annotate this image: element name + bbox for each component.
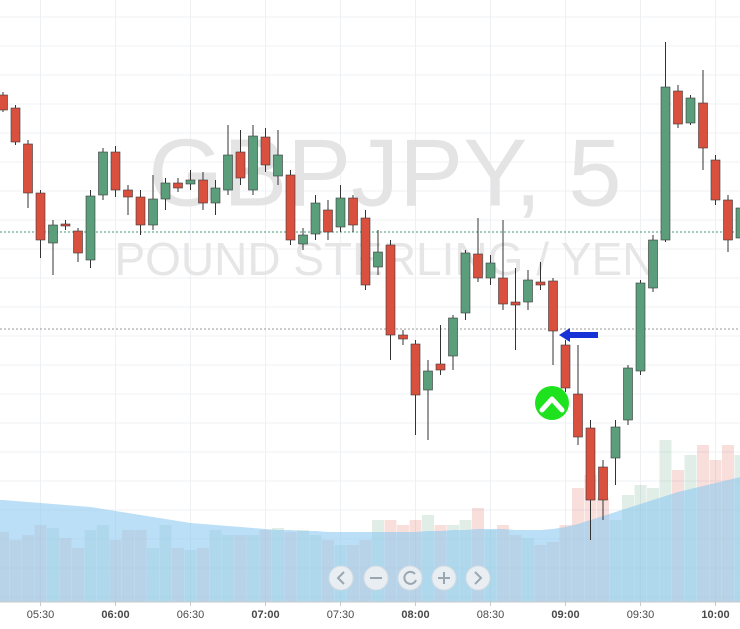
icon bbox=[438, 572, 450, 584]
candle-body bbox=[373, 251, 383, 268]
signal-circle[interactable] bbox=[535, 386, 569, 420]
candle-body bbox=[35, 192, 46, 241]
candle-body bbox=[73, 230, 83, 254]
x-tick-label: 09:00 bbox=[551, 609, 579, 621]
candle-body bbox=[473, 253, 483, 279]
candle-body bbox=[435, 363, 446, 371]
candle-body bbox=[123, 189, 133, 198]
candle-body bbox=[285, 174, 296, 241]
scroll-left[interactable] bbox=[328, 565, 354, 591]
icon bbox=[336, 571, 345, 585]
reset[interactable] bbox=[397, 565, 423, 591]
volume-ma-area bbox=[0, 477, 740, 602]
time-axis: 05:30 06:00 06:30 07:00 07:30 08:00 08:30 09:00… bbox=[27, 602, 730, 621]
x-tick-label: 08:00 bbox=[401, 609, 429, 621]
candle-body bbox=[98, 151, 108, 196]
candle-body bbox=[198, 179, 208, 204]
buy-signal[interactable] bbox=[535, 386, 569, 420]
candle-body bbox=[298, 234, 308, 245]
scroll-right[interactable] bbox=[465, 565, 491, 591]
candle-body bbox=[10, 107, 21, 143]
candle-body bbox=[0, 94, 8, 111]
candle-body bbox=[498, 277, 508, 305]
candle-body bbox=[735, 207, 740, 239]
candle-body bbox=[648, 239, 658, 289]
nav-buttons bbox=[328, 565, 491, 591]
candle-body bbox=[560, 344, 571, 389]
candle-body bbox=[610, 426, 621, 459]
candle-body bbox=[260, 136, 271, 166]
x-tick-label: 05:30 bbox=[27, 609, 55, 621]
x-tick-label: 06:30 bbox=[177, 609, 205, 621]
button[interactable] bbox=[328, 565, 354, 591]
x-tick-label: 06:00 bbox=[101, 609, 129, 621]
candle-body bbox=[710, 159, 721, 201]
x-tick-label: 07:00 bbox=[251, 609, 279, 621]
candle-body bbox=[223, 154, 233, 191]
candle-body bbox=[323, 209, 333, 233]
candle-body bbox=[673, 90, 683, 125]
candle-body bbox=[548, 280, 558, 332]
candle-body bbox=[598, 466, 608, 501]
candle-body bbox=[185, 179, 196, 185]
candle-body bbox=[398, 334, 408, 340]
candle-body bbox=[85, 195, 96, 261]
candle-body bbox=[160, 182, 171, 200]
candle-body bbox=[310, 202, 321, 235]
candle-body bbox=[573, 393, 583, 438]
candle-body bbox=[210, 187, 221, 204]
candle-body bbox=[248, 135, 258, 191]
candle-body bbox=[685, 97, 696, 124]
candle-body bbox=[135, 196, 146, 226]
candle-body bbox=[660, 86, 671, 241]
button[interactable] bbox=[397, 565, 423, 591]
candle-body bbox=[460, 252, 471, 314]
candle-body bbox=[385, 244, 396, 336]
icon bbox=[403, 570, 417, 585]
candle-body bbox=[23, 143, 33, 194]
x-tick-label: 07:30 bbox=[327, 609, 355, 621]
candle-body bbox=[623, 367, 633, 421]
candle-body bbox=[585, 427, 596, 501]
candle-body bbox=[410, 343, 421, 396]
zoom-in[interactable] bbox=[431, 565, 457, 591]
signal-chevron bbox=[539, 396, 565, 413]
candle-body bbox=[723, 199, 733, 241]
candle-body bbox=[510, 301, 521, 306]
candle-body bbox=[335, 197, 346, 228]
candle-body bbox=[635, 282, 646, 372]
candle-body bbox=[485, 262, 496, 279]
candle-body bbox=[535, 281, 546, 286]
candle-body bbox=[360, 217, 371, 286]
volume-layer bbox=[0, 440, 740, 602]
watermark-description: POUND STERLING / YEN bbox=[114, 233, 655, 285]
candle-body bbox=[173, 182, 183, 189]
arrow-marker bbox=[559, 328, 598, 342]
icon bbox=[474, 571, 483, 585]
candle-body bbox=[148, 198, 158, 226]
candles-layer bbox=[0, 42, 740, 540]
watermark-symbol: GBPJPY, 5 bbox=[148, 119, 621, 226]
candle-body bbox=[273, 154, 283, 177]
zoom-out[interactable] bbox=[363, 565, 389, 591]
blue-arrow bbox=[559, 328, 598, 342]
x-tick-label: 09:30 bbox=[627, 609, 655, 621]
x-tick-label: 10:00 bbox=[701, 609, 729, 621]
candle-body bbox=[698, 102, 708, 149]
candle-body bbox=[235, 151, 246, 179]
candle-body bbox=[48, 224, 58, 244]
x-tick-label: 08:30 bbox=[477, 609, 505, 621]
candle-body bbox=[110, 151, 121, 191]
candle-body bbox=[348, 197, 358, 226]
button[interactable] bbox=[465, 565, 491, 591]
candle-body bbox=[60, 223, 71, 227]
candle-body bbox=[523, 279, 533, 303]
candle-body bbox=[423, 370, 433, 391]
candle-body bbox=[448, 317, 458, 357]
